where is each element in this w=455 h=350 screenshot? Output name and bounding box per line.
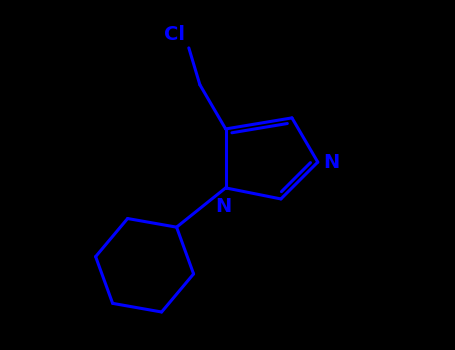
Text: N: N	[216, 197, 232, 216]
Text: N: N	[324, 153, 339, 172]
Text: Cl: Cl	[164, 25, 185, 44]
